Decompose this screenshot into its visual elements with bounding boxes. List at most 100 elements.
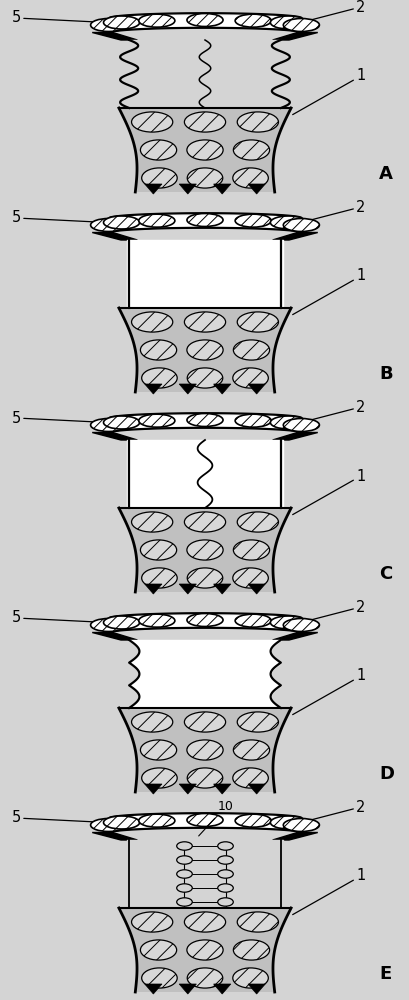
- Text: 5: 5: [12, 411, 114, 426]
- Text: 2: 2: [297, 400, 364, 423]
- Ellipse shape: [176, 870, 192, 878]
- Text: C: C: [378, 565, 391, 583]
- Polygon shape: [179, 184, 196, 194]
- Ellipse shape: [270, 216, 306, 229]
- Ellipse shape: [270, 16, 306, 29]
- Ellipse shape: [187, 568, 222, 588]
- Ellipse shape: [232, 568, 267, 588]
- Ellipse shape: [233, 340, 269, 360]
- Ellipse shape: [187, 340, 222, 360]
- Ellipse shape: [140, 740, 176, 760]
- Ellipse shape: [142, 368, 177, 388]
- Polygon shape: [119, 508, 290, 592]
- Polygon shape: [213, 384, 230, 394]
- Ellipse shape: [140, 340, 176, 360]
- Ellipse shape: [184, 912, 225, 932]
- Text: D: D: [378, 765, 393, 783]
- Polygon shape: [272, 832, 317, 840]
- Ellipse shape: [237, 312, 278, 332]
- Polygon shape: [119, 308, 290, 392]
- Polygon shape: [144, 184, 162, 194]
- Ellipse shape: [140, 940, 176, 960]
- Ellipse shape: [103, 816, 139, 829]
- Ellipse shape: [187, 768, 222, 788]
- Ellipse shape: [131, 512, 172, 532]
- Text: 2: 2: [297, 0, 364, 23]
- Text: E: E: [378, 965, 391, 983]
- Ellipse shape: [237, 112, 278, 132]
- Ellipse shape: [187, 614, 222, 626]
- Polygon shape: [92, 32, 137, 40]
- Polygon shape: [247, 984, 265, 994]
- Polygon shape: [144, 584, 162, 594]
- Ellipse shape: [217, 870, 233, 878]
- Ellipse shape: [233, 940, 269, 960]
- Text: 5: 5: [12, 211, 114, 226]
- Ellipse shape: [237, 712, 278, 732]
- Text: 1: 1: [292, 669, 364, 715]
- Ellipse shape: [176, 884, 192, 892]
- Ellipse shape: [138, 14, 174, 27]
- Ellipse shape: [90, 219, 126, 232]
- Ellipse shape: [131, 312, 172, 332]
- Text: 2: 2: [297, 600, 364, 623]
- Polygon shape: [144, 984, 162, 994]
- Text: 5: 5: [12, 810, 114, 826]
- Polygon shape: [213, 984, 230, 994]
- Polygon shape: [179, 384, 196, 394]
- Ellipse shape: [232, 768, 267, 788]
- Text: A: A: [378, 165, 392, 183]
- Ellipse shape: [283, 618, 319, 632]
- Ellipse shape: [234, 214, 270, 227]
- Text: 1: 1: [292, 868, 364, 915]
- Ellipse shape: [283, 418, 319, 432]
- Ellipse shape: [138, 214, 174, 227]
- Polygon shape: [213, 584, 230, 594]
- Polygon shape: [92, 232, 137, 240]
- Ellipse shape: [232, 968, 267, 988]
- Ellipse shape: [142, 968, 177, 988]
- Polygon shape: [92, 832, 137, 840]
- Text: 5: 5: [12, 610, 114, 626]
- Ellipse shape: [232, 168, 267, 188]
- Ellipse shape: [103, 616, 139, 629]
- Ellipse shape: [131, 912, 172, 932]
- Polygon shape: [92, 433, 137, 440]
- Text: 1: 1: [292, 68, 364, 115]
- Ellipse shape: [184, 312, 225, 332]
- Text: 1: 1: [292, 469, 364, 515]
- Ellipse shape: [184, 512, 225, 532]
- Ellipse shape: [237, 912, 278, 932]
- Polygon shape: [92, 633, 137, 640]
- Ellipse shape: [142, 168, 177, 188]
- Ellipse shape: [103, 16, 139, 29]
- Ellipse shape: [103, 216, 139, 229]
- Polygon shape: [119, 708, 290, 792]
- Ellipse shape: [234, 614, 270, 627]
- Polygon shape: [144, 384, 162, 394]
- Ellipse shape: [131, 712, 172, 732]
- Text: 2: 2: [297, 800, 364, 823]
- Ellipse shape: [217, 884, 233, 892]
- Ellipse shape: [90, 18, 126, 31]
- Ellipse shape: [176, 856, 192, 864]
- Polygon shape: [179, 984, 196, 994]
- Ellipse shape: [140, 540, 176, 560]
- Text: B: B: [378, 365, 392, 383]
- Ellipse shape: [184, 112, 225, 132]
- Polygon shape: [272, 32, 317, 40]
- Ellipse shape: [187, 13, 222, 26]
- Polygon shape: [272, 433, 317, 440]
- Ellipse shape: [233, 140, 269, 160]
- Ellipse shape: [176, 898, 192, 906]
- Ellipse shape: [187, 740, 222, 760]
- Polygon shape: [179, 784, 196, 794]
- Ellipse shape: [283, 818, 319, 832]
- Ellipse shape: [138, 414, 174, 427]
- Ellipse shape: [138, 814, 174, 827]
- Polygon shape: [119, 908, 290, 992]
- Text: 1: 1: [292, 268, 364, 315]
- Ellipse shape: [187, 814, 222, 826]
- Polygon shape: [247, 784, 265, 794]
- Text: 5: 5: [12, 10, 114, 25]
